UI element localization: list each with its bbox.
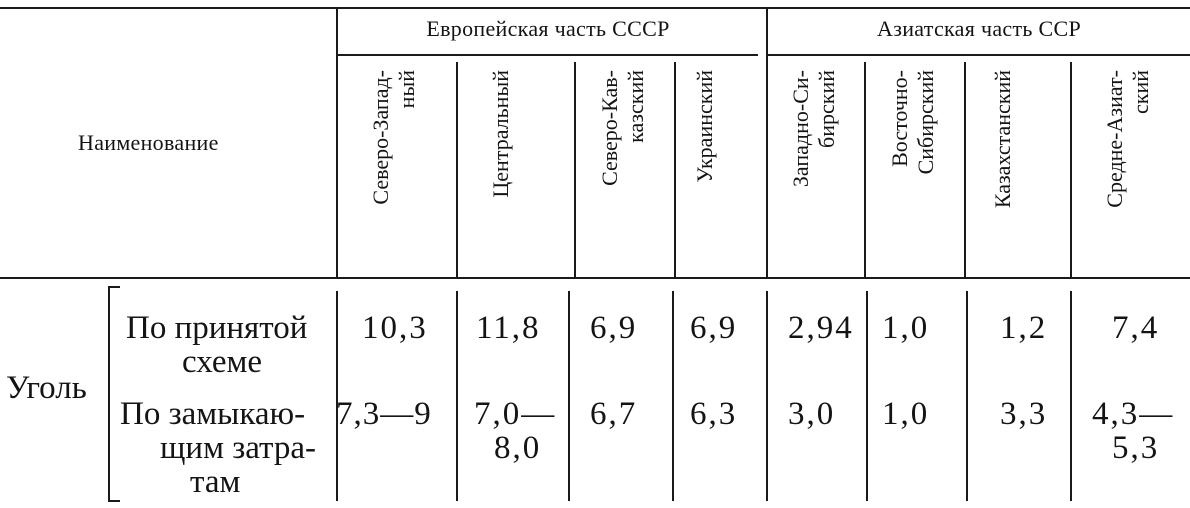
col-header-kazakhstansky: Казахстанский [990, 70, 1015, 209]
col-header-vostochno-sibirsky: Восточно- Сибирский [887, 70, 938, 175]
group-label-european: Европейская часть СССР [426, 16, 670, 41]
group-underline-asian [768, 54, 1190, 56]
group-label-asian: Азиатская часть ССР [877, 16, 1081, 41]
col-divider [866, 291, 868, 501]
col-divider [568, 291, 570, 501]
table-cell: 1,0 [882, 310, 930, 346]
col-divider [966, 291, 968, 501]
category-label: Уголь [6, 370, 87, 406]
col-header-centralny: Центральный [488, 70, 513, 198]
table-cell: 7,0— [474, 396, 557, 432]
col-header-severo-zapadny: Северо-Запад- ный [368, 70, 419, 205]
row-group-brace [108, 286, 120, 502]
header-bottom-rule [0, 277, 1190, 279]
col-divider [766, 291, 768, 501]
row-label: схеме [182, 344, 263, 380]
row-label: щим затра- [160, 430, 316, 466]
row-label: По принятой [126, 310, 308, 346]
row-label: там [190, 464, 241, 500]
table-cell: 6,9 [590, 310, 638, 346]
group-underline-european [338, 54, 758, 56]
table-cell: 6,7 [590, 396, 638, 432]
top-rule [0, 7, 1190, 9]
table-cell: 5,3 [1112, 430, 1160, 466]
col-divider [1070, 62, 1072, 279]
col-divider [456, 62, 458, 279]
table-cell: 11,8 [476, 310, 541, 346]
table-cell: 10,3 [362, 310, 428, 346]
table-cell: 7,4 [1112, 310, 1160, 346]
col-divider [574, 62, 576, 279]
table-cell: 3,3 [1000, 396, 1048, 432]
col-divider [336, 291, 338, 501]
table-cell: 3,0 [788, 396, 836, 432]
col-divider [1070, 291, 1072, 501]
table-cell: 8,0 [494, 430, 542, 466]
col-divider [672, 291, 674, 501]
col-header-sredne-aziatsky: Средне-Азиат- ский [1102, 70, 1153, 208]
col-divider [864, 62, 866, 279]
col-divider [456, 291, 458, 501]
table-cell: 1,2 [1000, 310, 1048, 346]
table-cell: 4,3— [1092, 396, 1175, 432]
row-header-title: Наименование [78, 130, 219, 155]
row-label: По замыкаю- [120, 396, 306, 432]
col-header-zapadno-sibirsky: Западно-Си- бирский [788, 70, 839, 188]
group-divider [766, 7, 768, 279]
table-cell: 6,3 [690, 396, 738, 432]
table-cell: 7,3—9 [336, 396, 432, 432]
table-cell: 2,94 [788, 310, 854, 346]
col-divider [336, 7, 338, 279]
col-header-severo-kavkazsky: Северо-Кав- казский [597, 70, 648, 186]
col-header-ukrainsky: Украинский [692, 70, 717, 183]
col-divider [674, 62, 676, 279]
col-divider [964, 62, 966, 279]
table-cell: 6,9 [690, 310, 738, 346]
table-cell: 1,0 [882, 396, 930, 432]
